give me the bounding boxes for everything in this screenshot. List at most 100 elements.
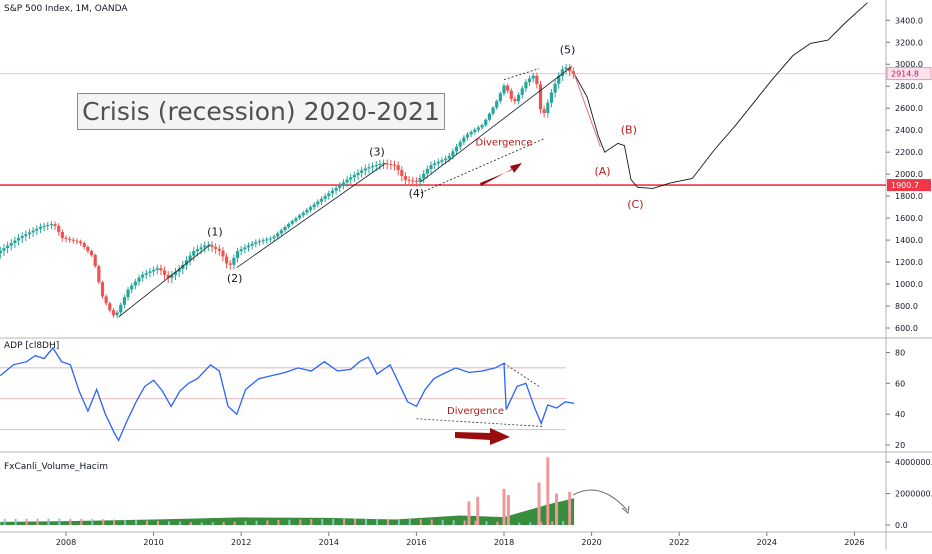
candle-body [527,78,532,83]
time-tick-label: 2016 [406,538,426,547]
candle-body [571,71,575,74]
volume-bar-small [419,519,422,525]
price-tick-label: 2600.0 [895,104,923,113]
volume-bar-small [244,521,247,525]
candle-body [20,236,24,238]
candle-body [469,132,473,135]
candle-body [290,220,294,224]
wave-trendline [236,162,386,268]
candle-body [411,180,415,182]
candle-body [345,179,349,183]
candle-body [498,93,502,102]
divergence-arrow [480,163,522,186]
candle-body [246,245,251,248]
volume-bar-small [277,520,280,525]
time-tick-label: 2012 [231,538,251,547]
candle-body [82,243,86,248]
candle-body [349,177,353,180]
candle-body [42,225,46,227]
candle-body [396,165,400,171]
candle-body [538,84,543,110]
candle-body [385,163,389,165]
volume-bar [506,495,510,525]
volume-bar-small [474,520,477,525]
candle-body [436,161,440,164]
volume-bar-small [496,521,499,525]
candle-body [239,249,243,252]
candle-body [414,181,418,183]
volume-bar-small [36,518,39,525]
candle-body [214,247,218,249]
price-tick-label: 1000.0 [895,280,923,289]
candle-body [513,98,517,102]
candle-body [553,83,557,93]
volume-bar-small [167,521,170,525]
candle-body [152,269,156,272]
candle-body [166,274,170,278]
candle-body [75,240,79,242]
candle-body [367,167,371,169]
candle-body [451,151,455,156]
candle-body [298,215,302,219]
candle-body [356,172,360,176]
candle-body [524,82,528,89]
volume-forecast-arrow [572,489,628,511]
candle-body [484,119,488,126]
adp-line [0,346,575,442]
candle-body [225,256,229,264]
candle-body [473,129,477,133]
volume-bar-small [485,521,488,525]
candle-body [64,237,68,239]
candle-body [122,297,126,305]
candle-body [184,260,189,265]
candle-body [517,94,521,102]
candle-body [458,142,462,147]
volume-bar-small [80,518,83,525]
candle-body [287,223,291,227]
candle-body [0,250,2,254]
volume-tick-label: 2000000.0 [895,490,932,499]
main-pane-title: S&P 500 Index, 1M, OANDA [4,4,128,14]
volume-bar-small [430,519,433,525]
volume-tick-label: 4000000.0 [895,458,932,467]
volume-bar-small [146,520,149,525]
candle-body [316,201,320,205]
candle-body [210,245,214,248]
candle-body [531,75,535,79]
candle-body [71,239,75,241]
volume-bar-small [178,521,181,525]
candle-body [173,271,178,275]
candle-body [509,90,513,99]
adp-divergence-line [416,418,544,427]
candle-body [272,236,276,239]
candle-body [400,170,404,177]
candle-body [502,85,506,94]
candle-body [308,207,313,210]
candle-body [6,245,10,249]
candle-body [549,92,554,103]
volume-bar [502,488,506,525]
volume-bar-small [452,520,455,525]
candle-body [338,185,342,188]
price-tick-label: 1800.0 [895,192,923,201]
volume-bar-small [375,518,378,525]
candle-body [60,231,64,238]
candle-body [57,225,61,232]
candle-body [465,134,470,138]
candle-body [327,193,331,197]
volume-bar-small [397,518,400,525]
candle-body [480,125,484,128]
candle-body [564,67,568,70]
candle-body [235,251,240,258]
candle-body [462,137,466,143]
candle-body [162,270,167,275]
candle-body [279,230,283,234]
candle-body [126,289,130,298]
candle-body [27,232,32,235]
price-tick-label: 1200.0 [895,258,923,267]
candle-body [283,226,287,231]
candle-body [137,277,141,282]
candle-body [195,249,199,252]
